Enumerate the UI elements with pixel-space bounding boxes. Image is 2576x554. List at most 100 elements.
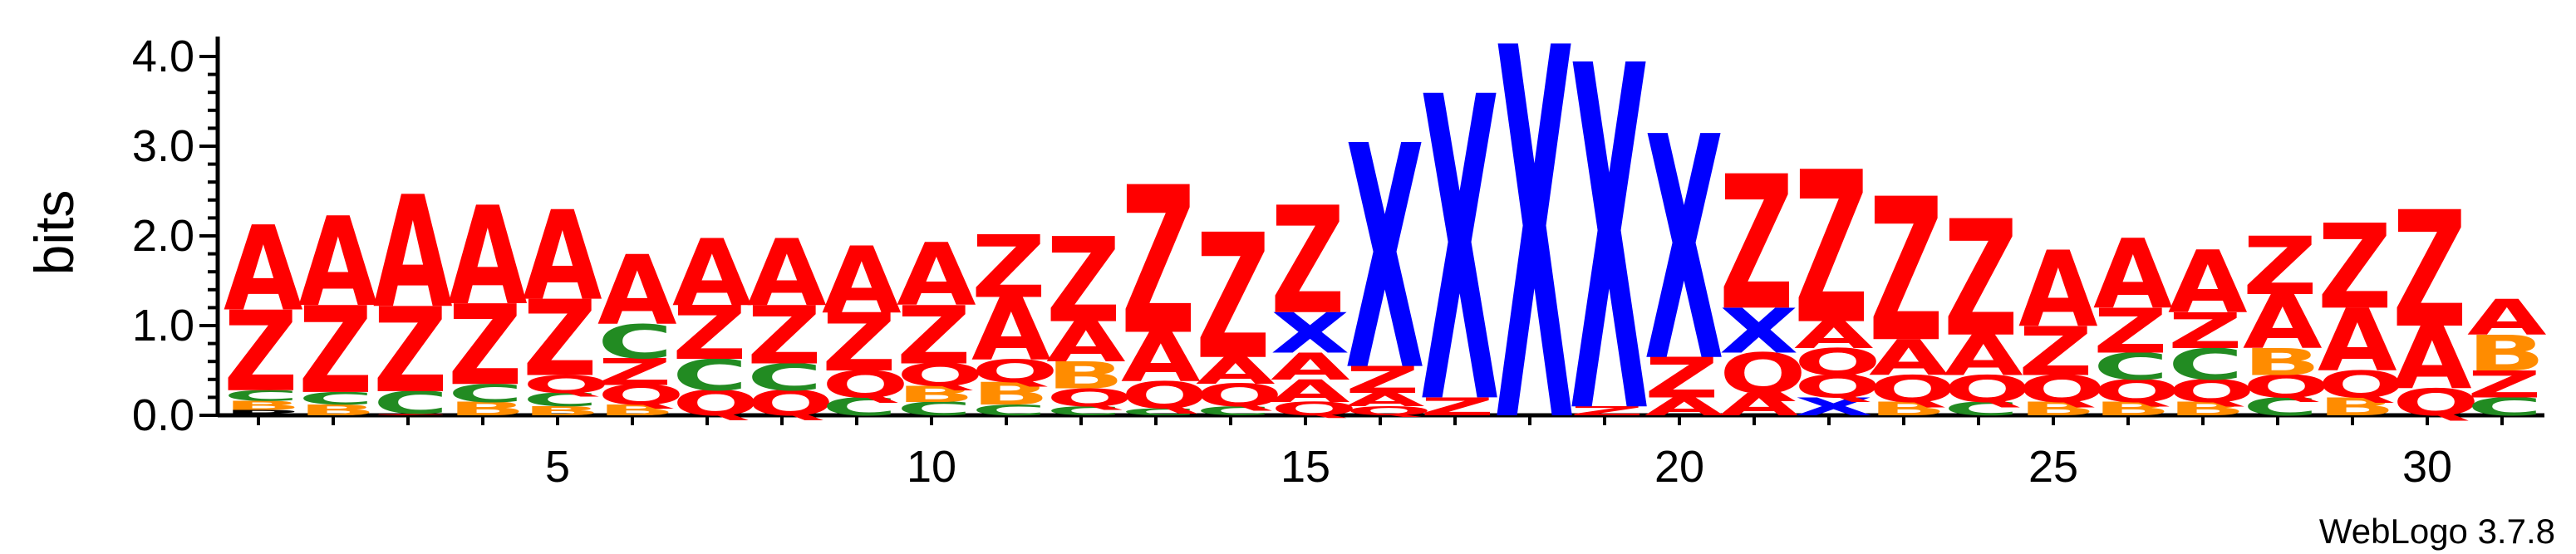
logo-letter: Q xyxy=(1345,404,1433,418)
logo-letter: B xyxy=(2243,341,2321,384)
logo-letter: C xyxy=(1121,406,1197,418)
logo-letter: Q xyxy=(1046,384,1133,412)
logo-letter: B xyxy=(2318,393,2396,421)
logo-letter: Z xyxy=(373,283,448,419)
logo-letter: A xyxy=(747,219,827,326)
logo-letter: P xyxy=(224,409,299,417)
logo-letter: A xyxy=(1794,314,1874,357)
logo-letter: Z xyxy=(822,297,897,390)
logo-letter: Z xyxy=(597,351,672,394)
logo-letter: Z xyxy=(1644,346,1719,410)
logo-letter: Q xyxy=(597,380,685,411)
logo-letter: Z xyxy=(1121,143,1196,380)
logo-letter: C xyxy=(448,380,524,408)
logo-stack: AZX xyxy=(1644,73,1724,431)
y-tick-label: 1.0 xyxy=(132,301,194,351)
logo-letter: A xyxy=(224,202,303,338)
logo-stacks: PBCZABCZAZCZABCZABCQZABQZCAQCZAQCZACQZAC… xyxy=(224,0,2547,537)
logo-letter: Z xyxy=(1345,359,1420,402)
logo-letter: A xyxy=(672,219,752,326)
logo-letter: Q xyxy=(2018,368,2106,411)
x-tick-label: 15 xyxy=(1281,442,1330,492)
logo-letter: A xyxy=(1644,393,1724,421)
logo-letter: X xyxy=(1345,82,1424,440)
logo-letter: B xyxy=(2018,398,2097,419)
logo-letter: Z xyxy=(747,290,822,383)
logo-stack: X xyxy=(1495,0,1574,537)
logo-letter: B xyxy=(448,398,526,419)
logo-letter: Z xyxy=(2318,200,2392,336)
logo-letter: C xyxy=(822,393,897,421)
logo-letter: Z xyxy=(2018,312,2093,391)
logo-letter: Q xyxy=(2243,369,2330,404)
logo-letter: X xyxy=(1644,73,1723,431)
logo-letter: Q xyxy=(971,354,1059,390)
logo-letter: Z xyxy=(1196,199,1271,398)
logo-letter: C xyxy=(597,315,673,370)
logo-letter: Q xyxy=(1196,378,1283,414)
x-tick-label: 20 xyxy=(1654,442,1704,492)
logo-letter: X xyxy=(1719,296,1798,367)
logo-letter: B xyxy=(2467,325,2545,382)
logo-letter: B xyxy=(971,376,1050,412)
logo-letter: A xyxy=(1121,318,1201,397)
logo-letter: C xyxy=(971,402,1047,419)
logo-letter: B xyxy=(298,402,376,419)
logo-letter: Z xyxy=(1944,188,2018,374)
logo-letter: Q xyxy=(1121,374,1208,417)
y-tick-label: 3.0 xyxy=(132,121,194,171)
logo-letter: Z xyxy=(2168,302,2243,360)
y-tick-label: 4.0 xyxy=(132,32,194,81)
logo-letter: B xyxy=(2168,398,2246,419)
logo-letter: A xyxy=(597,236,677,347)
logo-letter: Q xyxy=(2392,381,2480,424)
logo-letter: Z xyxy=(1719,137,1794,351)
logo-letter: Q xyxy=(523,370,610,399)
logo-letter: A xyxy=(448,179,528,336)
logo-letter: A xyxy=(1869,329,1949,386)
logo-letter: Z xyxy=(897,290,971,383)
logo-letter: B xyxy=(523,404,601,418)
logo-letter: C xyxy=(672,351,748,400)
x-tick-label: 25 xyxy=(2028,442,2078,492)
logo-letter: Z xyxy=(1869,157,1944,386)
logo-stack: QAZ xyxy=(2392,179,2480,424)
logo-letter: A xyxy=(1046,311,1126,375)
logo-letter: A xyxy=(1196,350,1276,393)
logo-letter: Z xyxy=(448,282,523,410)
logo-letter: A xyxy=(1944,324,2023,388)
logo-letter: Q xyxy=(2318,363,2405,406)
logo-letter: Z xyxy=(1420,393,1495,421)
logo-letter: Q xyxy=(1794,341,1881,384)
logo-letter: C xyxy=(897,398,972,419)
logo-letter: A xyxy=(298,192,378,335)
logo-letter: Q xyxy=(2093,373,2180,409)
logo-letter: Z xyxy=(672,291,747,376)
x-tick-label: 30 xyxy=(2402,442,2452,492)
logo-letter: A xyxy=(1271,373,1350,409)
y-tick-label: 2.0 xyxy=(132,211,194,261)
logo-letter: A xyxy=(1271,346,1350,389)
logo-letter: A xyxy=(373,164,453,343)
logo-letter: B xyxy=(897,381,975,407)
logo-letter: Q xyxy=(822,363,909,406)
logo-letter: Z xyxy=(1570,404,1644,418)
logo-letter: Z xyxy=(971,217,1046,317)
logo-letter: Z xyxy=(2243,221,2318,314)
logo-letter: C xyxy=(1944,398,2019,419)
logo-letter: X xyxy=(1495,0,1574,537)
logo-letter: X xyxy=(1794,393,1873,421)
